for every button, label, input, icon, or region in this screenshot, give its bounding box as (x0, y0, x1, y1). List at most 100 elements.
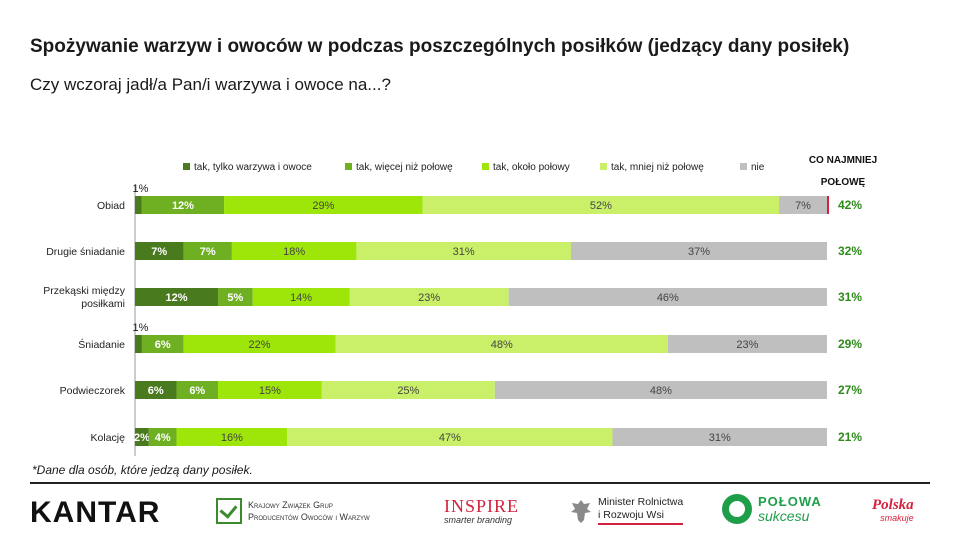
inspire-logo: INSPIRE smarter branding (444, 497, 519, 525)
bar-segment (183, 242, 232, 260)
data-label: 6% (148, 385, 164, 397)
data-label: 52% (590, 200, 612, 212)
ministry-logo: Minister Rolnictwa i Rozwoju Wsi (570, 496, 684, 525)
legend-label: tak, więcej niż połowę (356, 162, 453, 173)
summary-value: 29% (838, 337, 862, 351)
data-label: 47% (439, 432, 461, 444)
kantar-logo: KANTAR (30, 496, 161, 529)
bar-segment (135, 288, 219, 306)
bar-segment (141, 196, 225, 214)
data-label: 46% (657, 292, 679, 304)
chart-subtitle: Czy wczoraj jadł/a Pan/i warzywa i owoce… (30, 75, 391, 94)
chart-title: Spożywanie warzyw i owoców w podczas pos… (30, 36, 850, 57)
summary-value: 42% (838, 198, 862, 212)
circle-icon (722, 494, 752, 524)
ministry-logo-line2: i Rozwoju Wsi (598, 509, 664, 521)
category-label: Podwieczorek (60, 385, 126, 397)
bar-segment (183, 335, 336, 353)
data-label: 1% (132, 183, 148, 195)
ministry-logo-line1: Minister Rolnictwa (598, 496, 684, 508)
legend-label: tak, tylko warzywa i owoce (194, 162, 312, 173)
category-label: Kolację (91, 432, 126, 444)
category-label: Obiad (97, 200, 125, 212)
category-label: Przekąski między (43, 285, 125, 297)
polowa-sukcesu-logo: POŁOWA sukcesu (722, 494, 822, 524)
legend-label: tak, mniej niż połowę (611, 162, 704, 173)
krzg-logo: Krajowy Związek Grup Producentów Owoców … (216, 498, 370, 524)
legend-label: tak, około połowy (493, 162, 570, 173)
bar-segment (148, 428, 177, 446)
data-label: 12% (172, 200, 194, 212)
bar-segment (176, 381, 219, 399)
bar-segment (252, 288, 350, 306)
bar-segment (349, 288, 509, 306)
polowa-logo-line2: sukcesu (758, 508, 810, 524)
data-label: 14% (290, 292, 312, 304)
bar-segment (135, 428, 149, 446)
legend-swatch (600, 163, 607, 170)
data-label: 4% (155, 432, 171, 444)
legend-swatch (740, 163, 747, 170)
data-label: 6% (155, 339, 171, 351)
inspire-logo-tagline: smarter branding (444, 515, 513, 525)
summary-value: 21% (838, 430, 862, 444)
bar-segment (141, 335, 184, 353)
bar-segment (135, 196, 142, 214)
bar-segment (570, 242, 827, 260)
data-label: 31% (709, 432, 731, 444)
bar-segment (612, 428, 827, 446)
data-label: 5% (227, 292, 243, 304)
category-label: posiłkami (81, 298, 125, 310)
data-label: 18% (283, 246, 305, 258)
category-label: Drugie śniadanie (46, 246, 125, 258)
data-label: 37% (688, 246, 710, 258)
checkmark-icon (216, 498, 242, 524)
data-label: 22% (249, 339, 271, 351)
footer-divider (30, 482, 930, 484)
data-label: 23% (418, 292, 440, 304)
data-label: 6% (189, 385, 205, 397)
bar-segment (494, 381, 827, 399)
bar-segment (218, 381, 322, 399)
data-label: 1% (133, 322, 149, 334)
bar-segment (779, 196, 827, 214)
data-label: 48% (491, 339, 513, 351)
polowa-logo-line1: POŁOWA (758, 494, 822, 509)
data-label: 48% (650, 385, 672, 397)
bar-segment (508, 288, 827, 306)
category-label: Śniadanie (78, 338, 125, 351)
data-label: 2% (134, 432, 150, 444)
summary-value: 31% (838, 290, 862, 304)
summary-value: 27% (838, 383, 862, 397)
data-label: 7% (151, 246, 167, 258)
summary-header-line: POŁOWĘ (821, 177, 866, 188)
legend-swatch (183, 163, 190, 170)
bar-segment (135, 242, 184, 260)
data-label: 16% (221, 432, 243, 444)
bar-segment (667, 335, 827, 353)
polska-logo-line2: smakuje (880, 513, 914, 523)
bar-segment (218, 288, 253, 306)
data-label: 31% (453, 246, 475, 258)
eagle-emblem-icon (571, 499, 591, 523)
footnote: *Dane dla osób, które jedzą dany posiłek… (32, 463, 253, 477)
bar-segment (422, 196, 780, 214)
inspire-logo-name: INSPIRE (444, 496, 520, 516)
data-label: 7% (795, 200, 811, 212)
data-label: 15% (259, 385, 281, 397)
krzg-logo-line2: Producentów Owoców i Warzyw (248, 512, 370, 522)
bar-segment (224, 196, 423, 214)
data-label: 12% (166, 292, 188, 304)
data-label: 25% (397, 385, 419, 397)
bar-segment (356, 242, 571, 260)
bar-segment (231, 242, 357, 260)
legend-swatch (482, 163, 489, 170)
bar-segment (321, 381, 495, 399)
bar-segment (287, 428, 613, 446)
data-label: 7% (200, 246, 216, 258)
summary-value: 32% (838, 244, 862, 258)
legend-label: nie (751, 162, 765, 173)
bar-segment (135, 381, 177, 399)
bar-segment (135, 335, 142, 353)
data-label: 23% (736, 339, 758, 351)
